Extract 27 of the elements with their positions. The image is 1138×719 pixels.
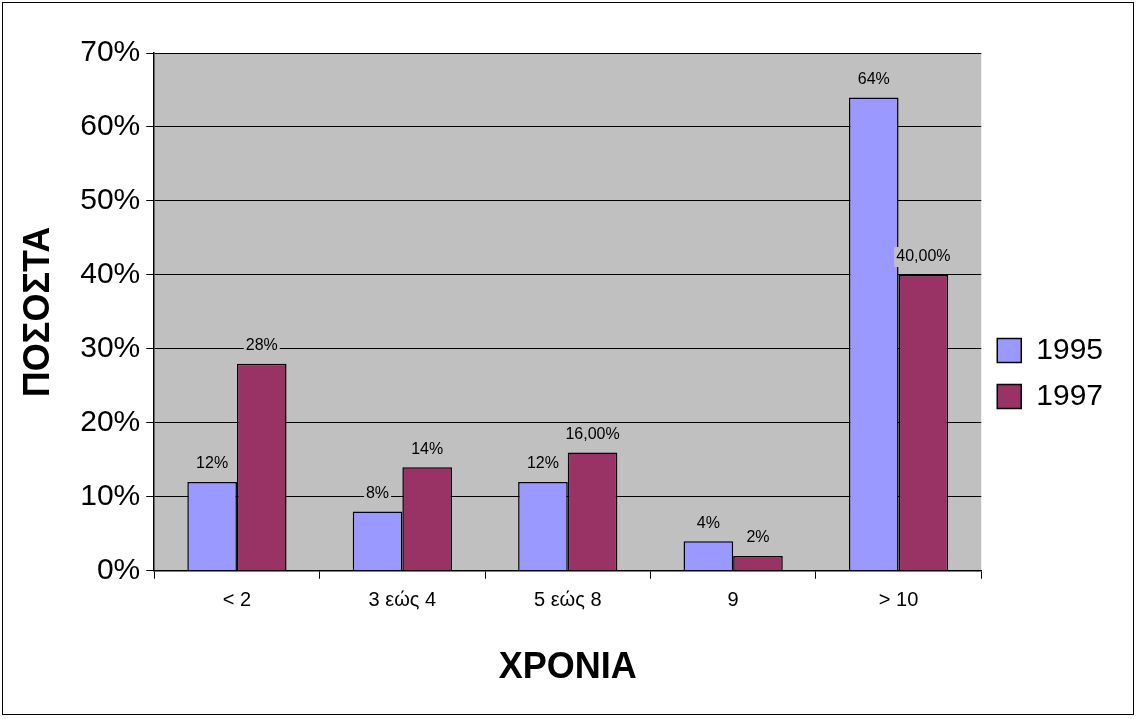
data-label: 12% bbox=[526, 454, 559, 472]
data-label: 14% bbox=[411, 439, 444, 457]
y-tick-label: 10% bbox=[80, 478, 141, 512]
legend-label: 1997 bbox=[1036, 377, 1104, 411]
data-label: 64% bbox=[857, 69, 890, 87]
data-label: 28% bbox=[245, 336, 278, 354]
x-tick-label: 5 εώς 8 bbox=[533, 588, 602, 611]
y-tick-label: 50% bbox=[80, 182, 141, 216]
data-label: 16,00% bbox=[565, 424, 620, 442]
data-label: 40,00% bbox=[896, 247, 951, 265]
y-axis-title: ΠΟΣΟΣΤΑ bbox=[15, 226, 57, 398]
y-tick-label: 30% bbox=[80, 330, 141, 364]
data-label: 4% bbox=[696, 513, 720, 531]
x-tick-label: 9 bbox=[727, 588, 739, 611]
data-label: 2% bbox=[746, 528, 770, 546]
legend-label: 1995 bbox=[1036, 331, 1104, 365]
x-tick-label: > 10 bbox=[878, 588, 919, 611]
data-label: 12% bbox=[196, 454, 229, 472]
x-tick-label: < 2 bbox=[222, 588, 252, 611]
data-label: 8% bbox=[365, 484, 390, 502]
y-tick-label: 20% bbox=[80, 404, 141, 438]
x-axis-title: ΧΡΟΝΙΑ bbox=[498, 645, 637, 687]
y-tick-label: 40% bbox=[80, 256, 141, 290]
x-tick-label: 3 εώς 4 bbox=[368, 588, 437, 611]
y-tick-label: 60% bbox=[80, 108, 141, 142]
y-tick-label: 70% bbox=[80, 34, 141, 68]
y-tick-label: 0% bbox=[96, 552, 141, 586]
